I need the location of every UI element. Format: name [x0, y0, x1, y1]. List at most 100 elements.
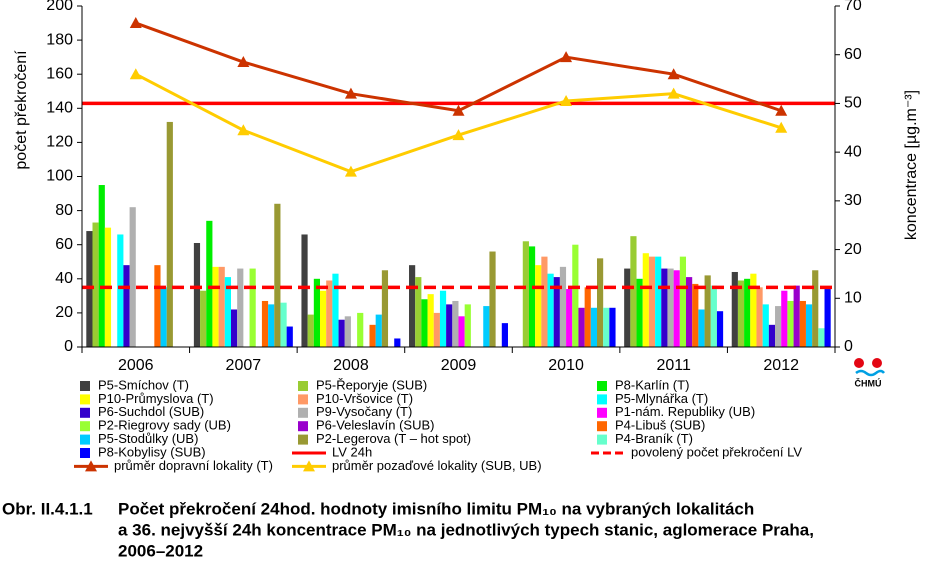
bar	[439, 290, 447, 347]
bar	[344, 316, 351, 347]
y-axis-label: počet překročení	[13, 50, 30, 170]
y-tick-label: 80	[55, 202, 73, 219]
bar	[710, 285, 717, 347]
bar	[522, 241, 529, 347]
bar	[249, 268, 256, 347]
bar	[301, 234, 308, 347]
bar	[369, 324, 376, 347]
legend-label: P2-Legerova (T – hot spot)	[316, 431, 471, 446]
line-marker	[452, 104, 465, 116]
bar	[541, 256, 548, 347]
legend-label: P1-nám. Republiky (UB)	[615, 404, 755, 419]
logo-wave	[855, 369, 885, 377]
bar	[160, 287, 167, 347]
legend-swatch	[80, 434, 90, 445]
bar	[375, 314, 382, 347]
x-tick-label: 2011	[656, 357, 691, 374]
legend-label: průměr dopravní lokality (T)	[114, 458, 273, 473]
bar	[553, 277, 560, 347]
line-marker	[237, 56, 250, 68]
legend-label: P9-Vysočany (T)	[316, 404, 412, 419]
line-marker	[344, 165, 357, 177]
bar	[528, 246, 536, 347]
legend-swatch	[80, 381, 90, 391]
x-tick-label: 2012	[763, 357, 799, 374]
y-tick-label: 20	[55, 304, 73, 321]
bar	[166, 121, 173, 347]
bar	[603, 307, 610, 347]
bar	[698, 309, 705, 347]
bar	[427, 294, 434, 347]
bar	[338, 319, 345, 347]
y2-tick-label: 60	[844, 46, 862, 63]
legend-swatch	[298, 421, 308, 432]
y-tick-label: 120	[46, 134, 73, 151]
bar	[661, 268, 668, 347]
bar	[636, 278, 643, 347]
line-marker	[452, 129, 465, 141]
bar	[218, 266, 225, 347]
y-tick-label: 100	[46, 168, 73, 185]
caption-line: a 36. nejvyšší 24h koncentrace PM₁₀ na j…	[118, 520, 814, 539]
logo-dot	[872, 358, 882, 368]
bar	[261, 300, 269, 347]
bar	[415, 277, 422, 347]
y-tick-label: 40	[55, 270, 73, 287]
bar	[648, 256, 656, 347]
legend-swatch	[80, 394, 90, 405]
line-marker	[667, 87, 680, 99]
bar	[332, 273, 339, 347]
bar	[280, 302, 287, 347]
bar	[206, 220, 213, 347]
y-tick-label: 180	[46, 31, 73, 48]
legend-swatch	[597, 421, 607, 432]
bar	[224, 277, 231, 347]
logo-dot	[854, 358, 864, 368]
y2-tick-label: 20	[844, 241, 862, 258]
bar	[805, 304, 813, 347]
bar	[326, 280, 333, 347]
legend-swatch	[80, 448, 90, 458]
y2-tick-label: 0	[844, 338, 853, 355]
bar	[716, 311, 724, 347]
bar	[704, 275, 711, 347]
line-marker	[85, 460, 97, 472]
bar	[212, 266, 219, 347]
bar	[154, 265, 161, 347]
y2-tick-label: 10	[844, 290, 862, 307]
legend-label: P8-Kobylisy (SUB)	[98, 444, 206, 459]
x-tick-label: 2008	[333, 357, 369, 374]
legend-label: LV 24h	[332, 444, 372, 459]
bar	[483, 306, 490, 347]
bar	[609, 307, 616, 347]
y-tick-label: 0	[64, 338, 73, 355]
legend-swatch	[80, 421, 90, 432]
legend-label: průměr pozaďové lokality (SUB, UB)	[332, 458, 542, 473]
bar	[313, 278, 321, 347]
bar	[818, 328, 825, 347]
legend-swatch	[80, 407, 90, 418]
bar	[559, 266, 567, 347]
legend-swatch	[298, 381, 308, 391]
legend-label: povolený počet překročení LV	[631, 444, 802, 459]
legend-swatch	[597, 381, 607, 391]
y2-tick-label: 40	[844, 143, 862, 160]
line-marker	[129, 68, 142, 80]
bar	[421, 299, 428, 347]
bar	[775, 306, 782, 347]
bar	[596, 258, 604, 347]
bar	[744, 278, 751, 347]
bar	[446, 304, 453, 347]
legend-label: P4-Braník (T)	[615, 431, 693, 446]
bar	[692, 283, 699, 347]
bar	[409, 265, 416, 347]
bar	[547, 273, 554, 347]
bar	[584, 287, 591, 347]
bar	[812, 270, 819, 347]
legend-swatch	[298, 407, 308, 418]
bar	[630, 236, 637, 347]
bar	[357, 312, 364, 347]
bar	[268, 304, 275, 347]
bar	[578, 307, 585, 347]
